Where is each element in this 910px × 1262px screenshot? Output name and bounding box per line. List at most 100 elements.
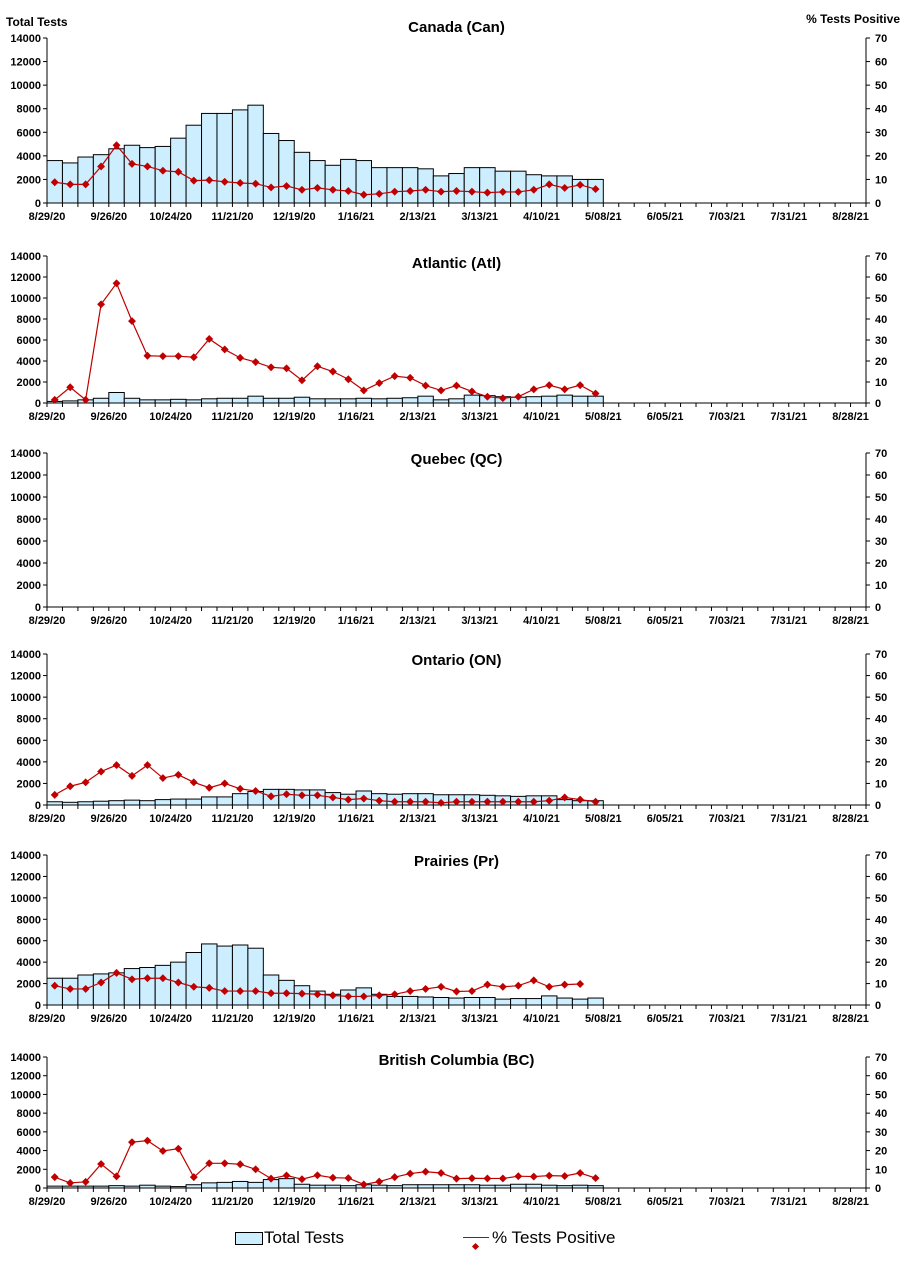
x-tick-label: 7/03/21 (709, 1196, 746, 1208)
y-left-tick-label: 0 (35, 800, 41, 812)
bar (510, 998, 527, 1006)
bar (571, 998, 589, 1006)
x-tick-label: 11/21/20 (211, 813, 253, 825)
y-left-tick-label: 12000 (10, 871, 41, 883)
y-left-tick-label: 8000 (17, 914, 41, 926)
bar (432, 997, 450, 1006)
y-left-tick-label: 0 (35, 198, 41, 210)
y-right-tick-label: 10 (875, 778, 887, 790)
bar (448, 997, 465, 1006)
positive-rate-point (189, 176, 198, 185)
x-tick-label: 8/29/20 (29, 211, 66, 223)
positive-rate-point (560, 980, 569, 989)
positive-rate-point (282, 364, 291, 373)
bar (139, 967, 156, 1006)
bar (231, 793, 249, 806)
positive-rate-point (421, 381, 430, 390)
positive-rate-point (220, 177, 229, 186)
x-tick-label: 5/08/21 (585, 1013, 622, 1025)
bar (340, 158, 357, 204)
bar (123, 397, 141, 404)
positive-rate-point (66, 782, 75, 791)
y-left-tick-label: 10000 (10, 1089, 41, 1101)
bar (540, 395, 558, 404)
x-tick-label: 5/08/21 (585, 211, 622, 223)
bar (216, 796, 233, 806)
positive-rate-point (236, 353, 245, 362)
x-tick-label: 3/13/21 (461, 813, 498, 825)
x-tick-label: 5/08/21 (585, 813, 622, 825)
positive-rate-point (128, 771, 136, 780)
bar (278, 397, 295, 404)
positive-rate-point (220, 779, 229, 788)
chart-panel: Canada (Can) 0 2000 4000 6000 8000 10000 12000 1… (10, 19, 887, 223)
y-right-tick-label: 70 (875, 850, 887, 862)
bar (540, 995, 558, 1006)
left-axis-title: Total Tests (6, 15, 68, 29)
positive-rate-point (591, 797, 600, 806)
x-tick-label: 6/05/21 (647, 211, 684, 223)
bar (448, 398, 465, 404)
positive-rate-point (467, 187, 476, 196)
y-right-tick-label: 30 (875, 1127, 887, 1139)
y-left-tick-label: 8000 (17, 514, 41, 526)
chart-panel: Quebec (QC) 0 2000 4000 6000 8000 10000 12000 14… (10, 448, 887, 627)
x-tick-label: 9/26/20 (90, 813, 127, 825)
x-tick-label: 7/03/21 (709, 211, 746, 223)
positive-rate-point (375, 379, 384, 388)
x-tick-label: 8/29/20 (29, 1196, 66, 1208)
positive-rate-point (220, 1159, 229, 1168)
positive-rate-point (498, 187, 507, 196)
bar (185, 798, 203, 806)
positive-rate-point (267, 183, 276, 192)
x-tick-label: 2/13/21 (400, 411, 437, 423)
y-left-tick-label: 2000 (17, 174, 41, 186)
x-tick-label: 4/10/21 (523, 411, 560, 423)
y-left-tick-label: 10000 (10, 692, 41, 704)
positive-rate-point (437, 187, 446, 196)
positive-rate-point (406, 987, 415, 996)
chart-panel: Ontario (ON) 0 2000 4000 6000 8000 10000 12000 1… (10, 649, 887, 825)
bar (247, 395, 264, 404)
positive-rate-point (514, 797, 523, 806)
positive-rate-point (205, 176, 214, 185)
bar (201, 398, 218, 404)
bar (540, 175, 558, 204)
positive-rate-point (483, 1174, 492, 1183)
bar (247, 1181, 264, 1189)
positive-rate-point (591, 185, 600, 194)
bar (293, 151, 311, 204)
bar (231, 944, 249, 1006)
x-tick-label: 6/05/21 (647, 411, 684, 423)
positive-rate-point (467, 797, 476, 806)
positive-rate-point (359, 386, 368, 395)
bar (401, 995, 419, 1006)
positive-rate-point (267, 363, 276, 372)
x-tick-label: 9/26/20 (90, 1196, 127, 1208)
bar (108, 392, 125, 404)
x-tick-label: 7/31/21 (770, 813, 807, 825)
positive-rate-point (128, 159, 136, 168)
x-tick-label: 8/29/20 (29, 1013, 66, 1025)
positive-rate-point (282, 989, 291, 998)
y-left-tick-label: 4000 (17, 558, 41, 570)
bar (92, 397, 110, 404)
y-right-tick-label: 20 (875, 957, 887, 969)
y-right-tick-label: 0 (875, 800, 881, 812)
y-left-tick-label: 14000 (10, 649, 41, 661)
y-right-tick-label: 60 (875, 1071, 887, 1083)
legend-diamond-icon (471, 1242, 480, 1251)
chart-panel: Atlantic (Atl) 0 2000 4000 6000 8000 10000 1200… (10, 251, 887, 423)
bar (525, 998, 542, 1006)
positive-rate-point (452, 187, 461, 195)
y-left-tick-label: 2000 (17, 979, 41, 991)
y-left-tick-label: 14000 (10, 850, 41, 862)
x-tick-label: 4/10/21 (523, 813, 560, 825)
y-left-tick-label: 8000 (17, 1108, 41, 1120)
x-tick-label: 10/24/20 (149, 813, 192, 825)
x-tick-label: 4/10/21 (523, 211, 560, 223)
bar (479, 997, 496, 1006)
bar (123, 799, 141, 806)
bar (108, 800, 125, 806)
positive-rate-point (452, 987, 461, 996)
